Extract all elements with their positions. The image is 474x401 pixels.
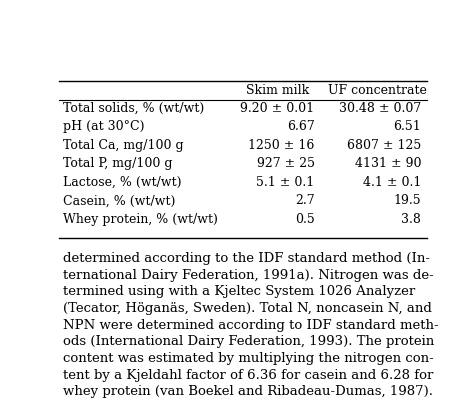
Text: 0.5: 0.5 [295,213,315,226]
Text: NPN were determined according to IDF standard meth-: NPN were determined according to IDF sta… [63,319,438,332]
Text: pH (at 30°C): pH (at 30°C) [63,120,145,134]
Text: UF concentrate: UF concentrate [328,84,427,97]
Text: 2.7: 2.7 [295,194,315,207]
Text: termined using with a Kjeltec System 1026 Analyzer: termined using with a Kjeltec System 102… [63,285,415,298]
Text: Whey protein, % (wt/wt): Whey protein, % (wt/wt) [63,213,218,226]
Text: 1250 ± 16: 1250 ± 16 [248,139,315,152]
Text: Total solids, % (wt/wt): Total solids, % (wt/wt) [63,102,204,115]
Text: tent by a Kjeldahl factor of 6.36 for casein and 6.28 for: tent by a Kjeldahl factor of 6.36 for ca… [63,369,433,382]
Text: 19.5: 19.5 [393,194,421,207]
Text: 30.48 ± 0.07: 30.48 ± 0.07 [339,102,421,115]
Text: Total P, mg/100 g: Total P, mg/100 g [63,158,173,170]
Text: 9.20 ± 0.01: 9.20 ± 0.01 [240,102,315,115]
Text: ternational Dairy Federation, 1991a). Nitrogen was de-: ternational Dairy Federation, 1991a). Ni… [63,269,434,282]
Text: content was estimated by multiplying the nitrogen con-: content was estimated by multiplying the… [63,352,434,365]
Text: (Tecator, Höganäs, Sweden). Total N, noncasein N, and: (Tecator, Höganäs, Sweden). Total N, non… [63,302,432,315]
Text: whey protein (van Boekel and Ribadeau-Dumas, 1987).: whey protein (van Boekel and Ribadeau-Du… [63,385,433,398]
Text: 6807 ± 125: 6807 ± 125 [347,139,421,152]
Text: Casein, % (wt/wt): Casein, % (wt/wt) [63,194,175,207]
Text: 4.1 ± 0.1: 4.1 ± 0.1 [363,176,421,189]
Text: 3.8: 3.8 [401,213,421,226]
Text: ods (International Dairy Federation, 1993). The protein: ods (International Dairy Federation, 199… [63,335,434,348]
Text: 6.67: 6.67 [287,120,315,134]
Text: Total Ca, mg/100 g: Total Ca, mg/100 g [63,139,183,152]
Text: determined according to the IDF standard method (In-: determined according to the IDF standard… [63,252,430,265]
Text: 927 ± 25: 927 ± 25 [256,158,315,170]
Text: Lactose, % (wt/wt): Lactose, % (wt/wt) [63,176,182,189]
Text: 5.1 ± 0.1: 5.1 ± 0.1 [256,176,315,189]
Text: 6.51: 6.51 [393,120,421,134]
Text: Skim milk: Skim milk [246,84,310,97]
Text: 4131 ± 90: 4131 ± 90 [355,158,421,170]
